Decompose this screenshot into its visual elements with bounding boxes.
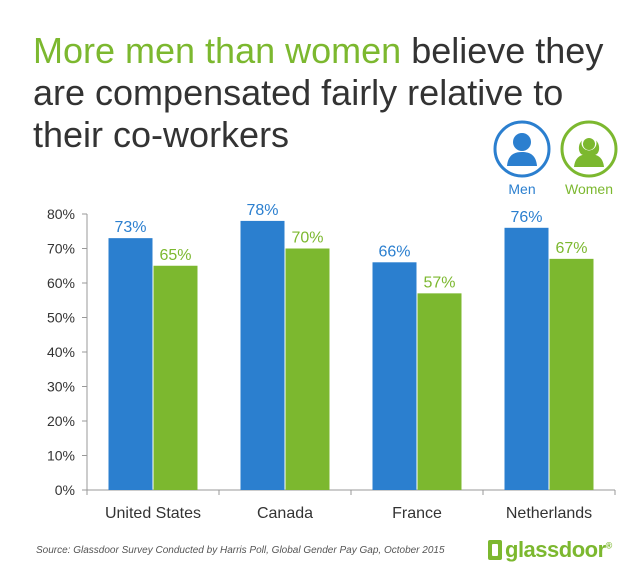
data-label: 66%: [378, 243, 410, 260]
legend-label-women: Women: [565, 181, 613, 197]
man-icon: [493, 120, 551, 178]
bar-men-united-states: [108, 238, 153, 490]
bar-women-netherlands: [549, 258, 594, 490]
bar-men-netherlands: [504, 227, 549, 491]
title-highlight: More men than women: [33, 30, 402, 71]
brand-name: glassdoor: [505, 537, 606, 562]
y-tick-label: 10%: [47, 448, 75, 464]
y-tick-label: 70%: [47, 241, 75, 257]
data-label: 76%: [510, 209, 542, 226]
chart-title: More men than women believe they are com…: [33, 30, 623, 156]
data-label: 78%: [246, 202, 278, 219]
brand-registered-mark: ®: [605, 540, 613, 551]
x-tick-label: Canada: [257, 505, 313, 522]
legend-label-men: Men: [508, 181, 536, 197]
woman-icon: [560, 120, 618, 178]
bar-women-france: [417, 293, 462, 490]
legend-item-men: Men: [490, 120, 554, 197]
y-tick-label: 60%: [47, 275, 75, 291]
data-label: 65%: [159, 247, 191, 264]
x-tick-label: Netherlands: [506, 505, 592, 522]
bar-chart: 0% 10% 20% 30% 40% 50% 60% 70% 80% United States 7…: [47, 202, 616, 522]
bar-men-france: [372, 262, 417, 490]
data-label: 70%: [291, 230, 323, 247]
source-note: Source: Glassdoor Survey Conducted by Ha…: [36, 545, 445, 556]
y-tick-label: 20%: [47, 413, 75, 429]
x-tick-label: France: [392, 505, 442, 522]
data-label: 67%: [555, 240, 587, 257]
brand-logo: glassdoor®: [488, 537, 612, 563]
y-tick-label: 50%: [47, 310, 75, 326]
y-tick-label: 30%: [47, 379, 75, 395]
y-tick-label: 80%: [47, 206, 75, 222]
y-tick-label: 0%: [55, 482, 75, 498]
y-tick-label: 40%: [47, 344, 75, 360]
bar-women-united-states: [153, 265, 198, 490]
glassdoor-logo-icon: [488, 540, 502, 560]
bar-women-canada: [285, 248, 330, 490]
x-tick-label: United States: [105, 505, 201, 522]
legend-item-women: Women: [557, 120, 621, 197]
bar-men-canada: [240, 220, 285, 490]
data-label: 57%: [423, 274, 455, 291]
title-rest: believe they are compensated fairly rela…: [33, 30, 604, 155]
data-label: 73%: [114, 219, 146, 236]
